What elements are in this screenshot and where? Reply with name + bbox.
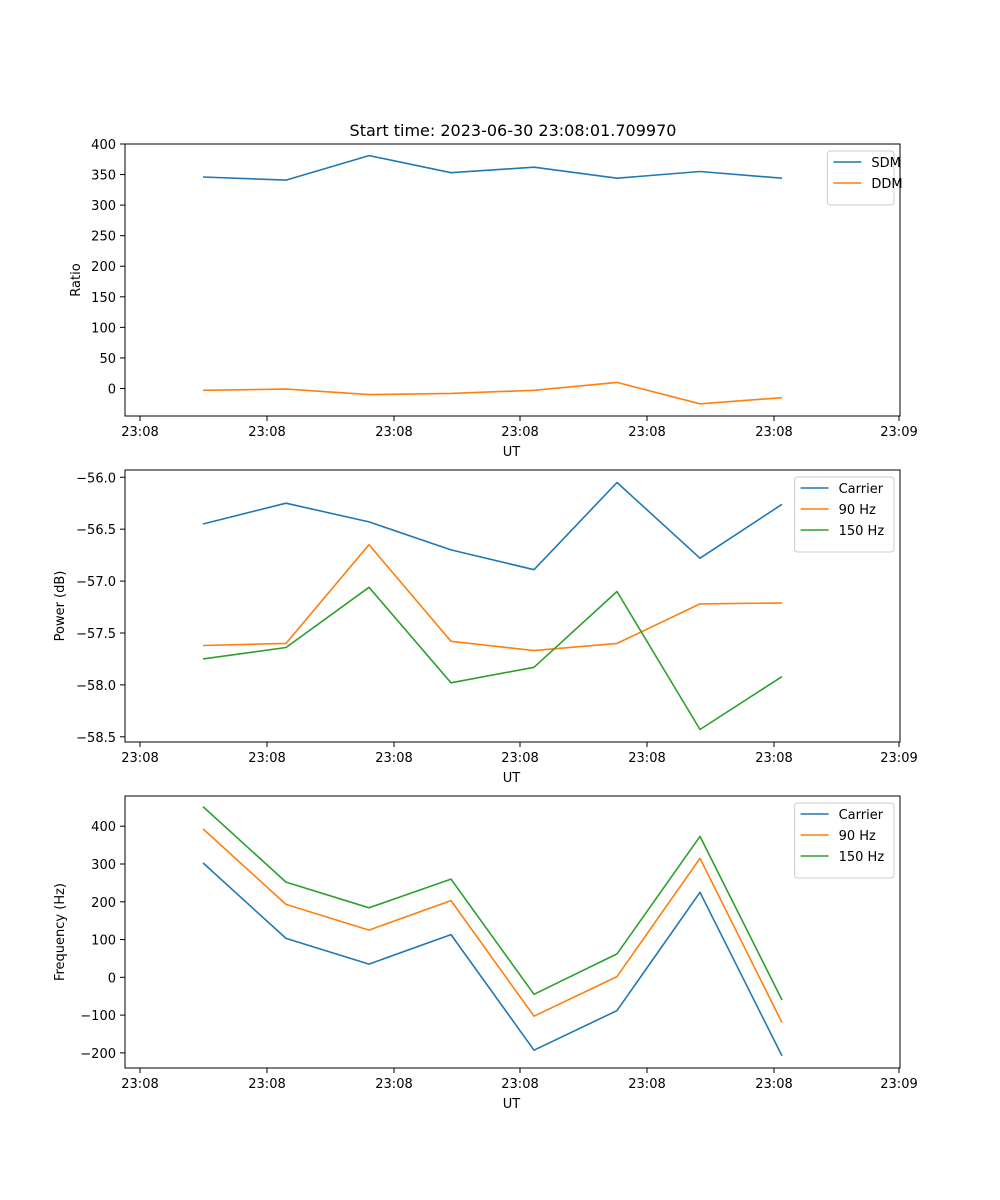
x-tick-label: 23:08 xyxy=(375,1077,412,1092)
legend: Carrier 90 Hz 150 Hz xyxy=(794,802,895,879)
y-tick-label: −100 xyxy=(80,1009,116,1024)
axes-frame xyxy=(124,143,901,417)
x-tick-label: 23:09 xyxy=(880,751,917,766)
legend-label: DDM xyxy=(871,177,902,192)
x-tick-label: 23:08 xyxy=(248,425,285,440)
x-axis-label: UT xyxy=(503,1097,521,1112)
legend-label: 150 Hz xyxy=(839,524,885,539)
y-tick-label: −200 xyxy=(80,1047,116,1062)
series-line-150-hz xyxy=(202,586,783,731)
y-tick-label: −58.0 xyxy=(76,679,116,694)
y-tick-label: 150 xyxy=(91,291,116,306)
y-axis-label: Ratio xyxy=(69,263,84,296)
y-tick-label: 0 xyxy=(108,971,116,986)
x-axis-label: UT xyxy=(503,771,521,786)
series-line-sdm xyxy=(202,154,783,181)
legend-box xyxy=(794,476,895,553)
y-tick-label: 400 xyxy=(91,138,116,153)
x-tick-label: 23:08 xyxy=(121,1077,158,1092)
x-tick-label: 23:08 xyxy=(375,751,412,766)
x-tick-label: 23:08 xyxy=(501,751,538,766)
figure-title: Start time: 2023-06-30 23:08:01.709970 xyxy=(350,121,677,140)
legend: Carrier 90 Hz 150 Hz xyxy=(794,476,895,553)
chart-panel-2: 23:08 23:08 23:08 23:08 23:08 23:08 23:09 −58.5… xyxy=(53,469,918,786)
series-line-90-hz xyxy=(202,543,783,652)
x-tick-label: 23:08 xyxy=(248,751,285,766)
legend-box xyxy=(826,150,895,206)
axes-frame xyxy=(124,795,901,1069)
y-tick-label: 200 xyxy=(91,896,116,911)
series-line-carrier xyxy=(202,481,783,571)
y-axis-label: Frequency (Hz) xyxy=(53,883,68,981)
x-tick-label: 23:08 xyxy=(628,1077,665,1092)
chart-panel-1: 23:08 23:08 23:08 23:08 23:08 23:08 23:09 0 50 10… xyxy=(69,138,918,460)
x-tick-label: 23:08 xyxy=(248,1077,285,1092)
y-tick-label: −56.0 xyxy=(76,471,116,486)
legend-label: Carrier xyxy=(839,808,884,823)
chart-panel-3: 23:08 23:08 23:08 23:08 23:08 23:08 23:09 −200 −… xyxy=(53,795,918,1112)
x-tick-label: 23:09 xyxy=(880,1077,917,1092)
legend-label: 90 Hz xyxy=(839,503,876,518)
series-line-ddm xyxy=(202,381,783,405)
x-tick-label: 23:08 xyxy=(628,751,665,766)
y-tick-label: 300 xyxy=(91,199,116,214)
y-tick-label: −57.5 xyxy=(76,627,116,642)
y-tick-label: 0 xyxy=(108,382,116,397)
x-tick-label: 23:08 xyxy=(628,425,665,440)
legend-box xyxy=(794,802,895,879)
y-tick-label: 200 xyxy=(91,260,116,275)
y-tick-label: 250 xyxy=(91,230,116,245)
legend-label: 150 Hz xyxy=(839,850,885,865)
legend-label: SDM xyxy=(871,156,900,171)
y-tick-label: −57.0 xyxy=(76,575,116,590)
x-axis-label: UT xyxy=(503,445,521,460)
x-tick-label: 23:09 xyxy=(880,425,917,440)
y-tick-label: 50 xyxy=(99,352,116,367)
x-tick-label: 23:08 xyxy=(755,1077,792,1092)
x-tick-label: 23:08 xyxy=(501,1077,538,1092)
x-tick-label: 23:08 xyxy=(121,751,158,766)
legend: SDM DDM xyxy=(826,150,903,206)
x-tick-label: 23:08 xyxy=(755,425,792,440)
y-axis-label: Power (dB) xyxy=(53,571,68,642)
x-tick-label: 23:08 xyxy=(375,425,412,440)
series-line-150-hz xyxy=(202,806,783,1001)
series-line-90-hz xyxy=(202,828,783,1024)
y-tick-label: −56.5 xyxy=(76,523,116,538)
series-line-carrier xyxy=(202,862,783,1057)
axes-frame xyxy=(124,469,901,743)
y-tick-label: 300 xyxy=(91,858,116,873)
x-tick-label: 23:08 xyxy=(501,425,538,440)
x-tick-label: 23:08 xyxy=(121,425,158,440)
y-tick-label: 350 xyxy=(91,169,116,184)
x-tick-label: 23:08 xyxy=(755,751,792,766)
y-tick-label: 400 xyxy=(91,820,116,835)
y-tick-label: 100 xyxy=(91,321,116,336)
legend-label: 90 Hz xyxy=(839,829,876,844)
y-tick-label: 100 xyxy=(91,934,116,949)
y-tick-label: −58.5 xyxy=(76,731,116,746)
legend-label: Carrier xyxy=(839,482,884,497)
